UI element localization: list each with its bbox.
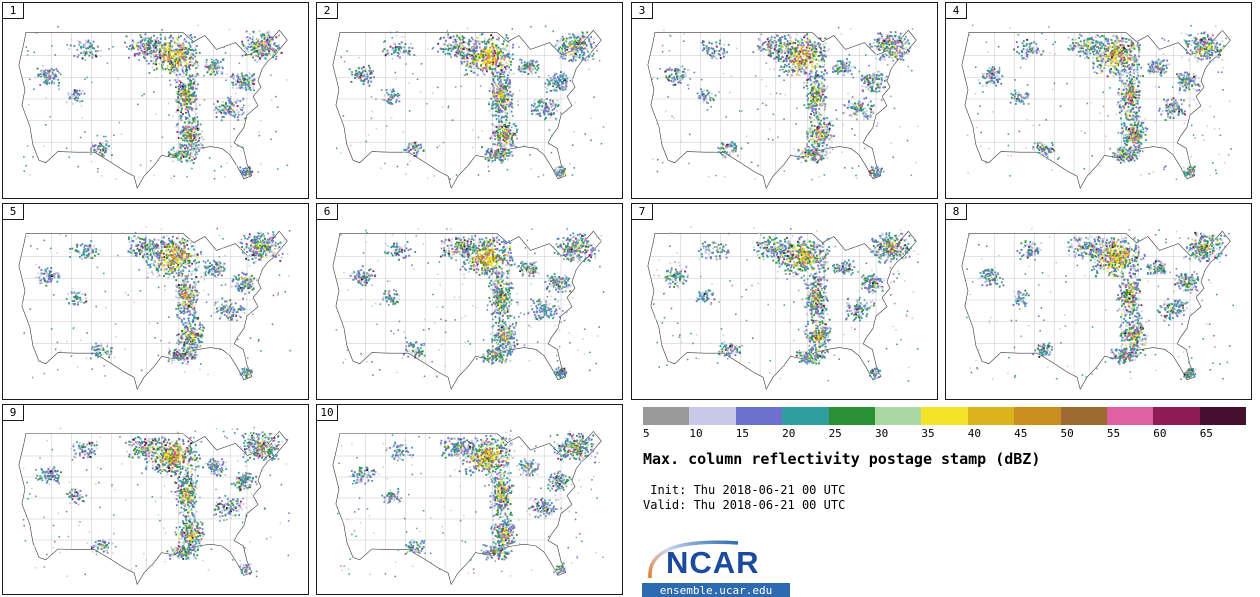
map-panel: 10 — [316, 404, 623, 595]
us-reflectivity-map — [647, 26, 919, 189]
colorbar-segment — [735, 407, 783, 425]
map-panel: 2 — [316, 2, 623, 199]
map-panel: 5 — [2, 203, 309, 400]
colorbar-segment — [828, 407, 875, 425]
colorbar-tick: 50 — [1061, 427, 1107, 440]
us-reflectivity-map — [332, 430, 604, 586]
us-reflectivity-map — [647, 226, 919, 390]
colorbar-tick: 10 — [689, 427, 735, 440]
us-reflectivity-map — [332, 228, 605, 390]
map-panel: 7 — [631, 203, 938, 400]
panel-number: 1 — [3, 3, 24, 19]
colorbar-tick: 40 — [968, 427, 1014, 440]
colorbar-segment — [921, 407, 968, 425]
colorbar-tick: 45 — [1014, 427, 1060, 440]
colorbar-tick: 30 — [875, 427, 921, 440]
colorbar-tick: 15 — [736, 427, 782, 440]
map-panel: 6 — [316, 203, 623, 400]
colorbar-tick: 25 — [829, 427, 875, 440]
panel-number: 6 — [317, 204, 338, 220]
colorbar-tick: 60 — [1153, 427, 1199, 440]
panel-number: 4 — [946, 3, 967, 19]
ncar-swoosh-arc — [648, 540, 739, 579]
colorbar-segment — [1014, 407, 1061, 425]
colorbar-tick: 65 — [1200, 427, 1246, 440]
colorbar-ticks: 5 10 15 20 25 30 35 40 45 50 55 60 65 — [643, 427, 1246, 440]
colorbar-tick: 5 — [643, 427, 689, 440]
colorbar-segment — [967, 407, 1015, 425]
map-panel: 8 — [945, 203, 1252, 400]
ncar-wordmark: NCAR — [666, 545, 760, 580]
panel-number: 10 — [317, 405, 338, 421]
colorbar-segment — [1106, 407, 1154, 425]
panel-number: 9 — [3, 405, 24, 421]
panel-number: 8 — [946, 204, 967, 220]
colorbar-segment — [1153, 407, 1200, 425]
figure-title: Max. column reflectivity postage stamp (… — [643, 450, 1040, 468]
us-reflectivity-map — [18, 226, 291, 390]
us-reflectivity-map — [961, 227, 1234, 390]
panel-number: 2 — [317, 3, 338, 19]
ncar-logo: NCAR — [648, 540, 760, 580]
colorbar-segment — [874, 407, 922, 425]
ensemble-url: ensemble.ucar.edu — [660, 584, 773, 597]
panel-number: 3 — [632, 3, 653, 19]
colorbar-segment — [643, 407, 690, 425]
ensemble-url-bar: ensemble.ucar.edu — [642, 583, 790, 597]
map-panel: 9 — [2, 404, 309, 595]
panel-number: 7 — [632, 204, 653, 220]
map-panel: 3 — [631, 2, 938, 199]
colorbar-segment — [689, 407, 736, 425]
panel-number: 5 — [3, 204, 24, 220]
us-reflectivity-map — [332, 25, 605, 189]
us-reflectivity-map — [961, 24, 1232, 189]
init-time: Init: Thu 2018-06-21 00 UTC — [643, 483, 845, 497]
colorbar-tick: 35 — [921, 427, 967, 440]
us-reflectivity-map — [18, 426, 290, 586]
colorbar-tick: 55 — [1107, 427, 1153, 440]
valid-time: Valid: Thu 2018-06-21 00 UTC — [643, 498, 845, 512]
colorbar-tick: 20 — [782, 427, 828, 440]
colorbar-segment — [1199, 407, 1247, 425]
map-panel: 1 — [2, 2, 309, 199]
map-panel: 4 — [945, 2, 1252, 199]
colorbar-segment — [1060, 407, 1107, 425]
us-reflectivity-map — [18, 24, 289, 189]
colorbar-segment — [782, 407, 829, 425]
reflectivity-colorbar — [643, 407, 1247, 425]
legend: 5 10 15 20 25 30 35 40 45 50 55 60 65 Max. column re… — [640, 404, 1258, 597]
